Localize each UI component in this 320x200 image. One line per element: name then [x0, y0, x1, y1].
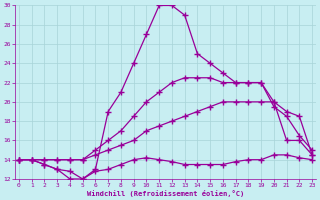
X-axis label: Windchill (Refroidissement éolien,°C): Windchill (Refroidissement éolien,°C)	[87, 190, 244, 197]
